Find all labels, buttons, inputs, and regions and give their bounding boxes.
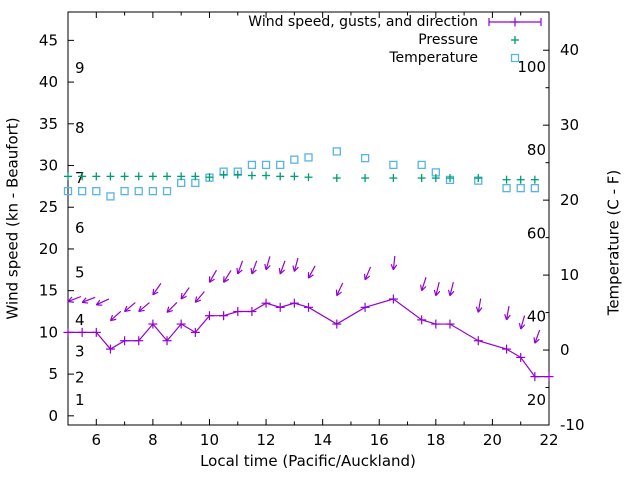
svg-text:9: 9 — [75, 59, 85, 77]
svg-text:-10: -10 — [560, 416, 585, 434]
svg-text:35: 35 — [39, 115, 58, 133]
svg-text:8: 8 — [75, 119, 85, 137]
svg-text:3: 3 — [75, 343, 85, 361]
svg-text:25: 25 — [39, 198, 58, 216]
svg-text:8: 8 — [148, 431, 158, 449]
svg-text:22: 22 — [539, 431, 558, 449]
svg-text:18: 18 — [426, 431, 445, 449]
svg-text:80: 80 — [527, 141, 546, 159]
svg-text:40: 40 — [560, 41, 579, 59]
svg-text:15: 15 — [39, 282, 58, 300]
svg-text:6: 6 — [92, 431, 102, 449]
legend-entry-wind: Wind speed, gusts, and direction — [248, 14, 478, 30]
svg-text:0: 0 — [48, 407, 58, 425]
right-y-axis-title: Temperature (C - F) — [604, 169, 623, 316]
svg-text:20: 20 — [560, 191, 579, 209]
svg-text:0: 0 — [560, 341, 570, 359]
svg-text:5: 5 — [48, 365, 58, 383]
svg-text:30: 30 — [39, 157, 58, 175]
svg-text:16: 16 — [370, 431, 389, 449]
svg-text:4: 4 — [75, 311, 85, 329]
svg-text:60: 60 — [527, 224, 546, 242]
svg-text:40: 40 — [39, 73, 58, 91]
svg-text:6: 6 — [75, 219, 85, 237]
svg-text:20: 20 — [39, 240, 58, 258]
svg-text:40: 40 — [527, 308, 546, 326]
legend-entry-temperature: Temperature — [389, 50, 478, 66]
legend-entry-pressure: Pressure — [418, 32, 478, 48]
svg-text:1: 1 — [75, 391, 85, 409]
svg-text:2: 2 — [75, 368, 85, 386]
svg-text:20: 20 — [527, 391, 546, 409]
svg-text:7: 7 — [75, 169, 85, 187]
svg-text:14: 14 — [313, 431, 332, 449]
svg-text:45: 45 — [39, 31, 58, 49]
svg-text:10: 10 — [560, 266, 579, 284]
svg-text:5: 5 — [75, 263, 85, 281]
chart-legend: Wind speed, gusts, and direction Pressur… — [248, 13, 478, 67]
svg-text:10: 10 — [200, 431, 219, 449]
svg-text:20: 20 — [483, 431, 502, 449]
x-axis-title: Local time (Pacific/Auckland) — [200, 452, 416, 470]
svg-text:100: 100 — [517, 58, 546, 76]
svg-text:12: 12 — [257, 431, 276, 449]
svg-text:10: 10 — [39, 323, 58, 341]
svg-text:30: 30 — [560, 116, 579, 134]
left-y-axis-title: Wind speed (kn - Beaufort) — [3, 117, 22, 320]
